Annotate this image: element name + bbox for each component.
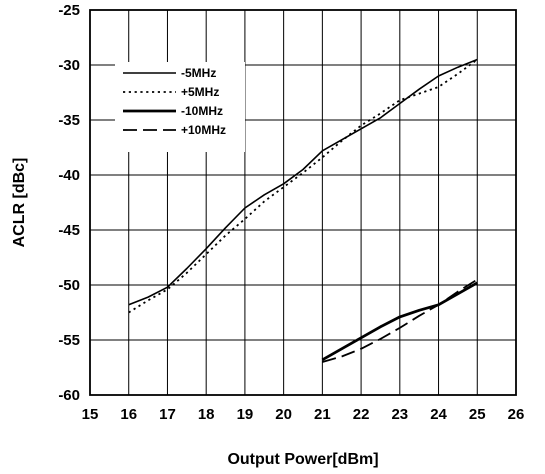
series-line-5mhz	[128, 58, 478, 314]
x-tick-label: 18	[198, 406, 215, 423]
y-tick-label: -25	[58, 2, 80, 19]
series-line-10mhz	[322, 278, 478, 363]
x-tick-label: 17	[159, 406, 176, 423]
legend-background	[115, 62, 245, 152]
legend-entry: -10MHz	[181, 104, 223, 118]
x-tick-labels: 15 16 17 18 19 20 21 22 23 24 25 26	[82, 406, 525, 423]
y-tick-label: -45	[58, 222, 80, 239]
y-tick-label: -30	[58, 57, 80, 74]
y-tick-label: -55	[58, 332, 80, 349]
series-line-10mhz	[321, 281, 478, 362]
x-tick-label: 24	[430, 406, 447, 423]
x-tick-label: 22	[353, 406, 370, 423]
y-axis-label: ACLR [dBc]	[11, 158, 28, 248]
legend-entry: +10MHz	[181, 123, 226, 137]
y-tick-label: -35	[58, 112, 80, 129]
x-tick-label: 26	[508, 406, 525, 423]
x-tick-label: 20	[275, 406, 292, 423]
x-tick-label: 15	[82, 406, 99, 423]
x-tick-label: 25	[469, 406, 486, 423]
legend-entry: +5MHz	[181, 85, 219, 99]
plot-frame	[89, 9, 517, 396]
legend-entry: -5MHz	[181, 66, 216, 80]
x-tick-label: 23	[391, 406, 408, 423]
x-axis-label: Output Power[dBm]	[227, 451, 378, 468]
y-tick-label: -50	[58, 277, 80, 294]
y-tick-label: -40	[58, 167, 80, 184]
x-tick-label: 19	[237, 406, 254, 423]
x-tick-label: 21	[314, 406, 331, 423]
series-lines	[128, 58, 478, 363]
y-tick-labels: -25 -30 -35 -40 -45 -50 -55 -60	[58, 2, 80, 404]
y-tick-label: -60	[58, 387, 80, 404]
x-tick-label: 16	[120, 406, 137, 423]
series-line-5mhz	[128, 58, 478, 306]
legend: -5MHz +5MHz -10MHz +10MHz	[115, 62, 245, 152]
